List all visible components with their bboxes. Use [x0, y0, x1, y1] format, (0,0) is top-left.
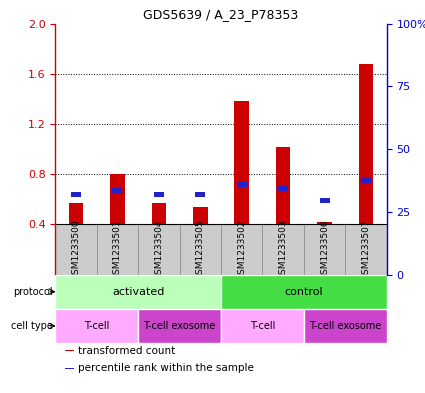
Bar [278, 186, 288, 191]
Bar [262, 224, 304, 275]
Bar [138, 224, 179, 275]
Bar [55, 275, 221, 309]
Bar [154, 192, 164, 197]
Text: GSM1233503: GSM1233503 [279, 219, 288, 280]
Bar [112, 188, 122, 193]
Bar [110, 174, 125, 224]
Bar [317, 222, 332, 224]
Bar [235, 101, 249, 224]
Bar [359, 64, 373, 224]
Text: T-cell exosome: T-cell exosome [309, 321, 382, 331]
Text: GSM1233501: GSM1233501 [113, 219, 122, 280]
Bar [221, 275, 387, 309]
Bar [71, 192, 81, 197]
Bar [276, 147, 290, 224]
Bar [69, 203, 83, 224]
Text: cell type: cell type [11, 321, 53, 331]
Text: T-cell: T-cell [84, 321, 109, 331]
Bar [361, 178, 371, 183]
Bar [320, 198, 330, 203]
Text: activated: activated [112, 287, 164, 297]
Bar [65, 350, 74, 351]
Bar [193, 208, 207, 224]
Text: GSM1233505: GSM1233505 [196, 219, 205, 280]
Bar [152, 203, 166, 224]
Text: transformed count: transformed count [79, 345, 176, 356]
Text: GSM1233502: GSM1233502 [237, 219, 246, 280]
Bar [237, 182, 247, 187]
Bar [304, 224, 345, 275]
Text: control: control [285, 287, 323, 297]
Bar [304, 309, 387, 343]
Title: GDS5639 / A_23_P78353: GDS5639 / A_23_P78353 [143, 8, 299, 21]
Text: percentile rank within the sample: percentile rank within the sample [79, 364, 254, 373]
Text: protocol: protocol [14, 287, 53, 297]
Bar [55, 224, 96, 275]
Text: GSM1233507: GSM1233507 [362, 219, 371, 280]
Bar [345, 224, 387, 275]
Bar [96, 224, 138, 275]
Text: T-cell: T-cell [250, 321, 275, 331]
Bar [179, 224, 221, 275]
Text: GSM1233504: GSM1233504 [154, 219, 163, 280]
Text: T-cell exosome: T-cell exosome [143, 321, 215, 331]
Bar [195, 192, 205, 197]
Bar [55, 309, 138, 343]
Bar [65, 368, 74, 369]
Bar [221, 224, 262, 275]
Bar [221, 309, 304, 343]
Bar [138, 309, 221, 343]
Text: GSM1233500: GSM1233500 [71, 219, 80, 280]
Text: GSM1233506: GSM1233506 [320, 219, 329, 280]
